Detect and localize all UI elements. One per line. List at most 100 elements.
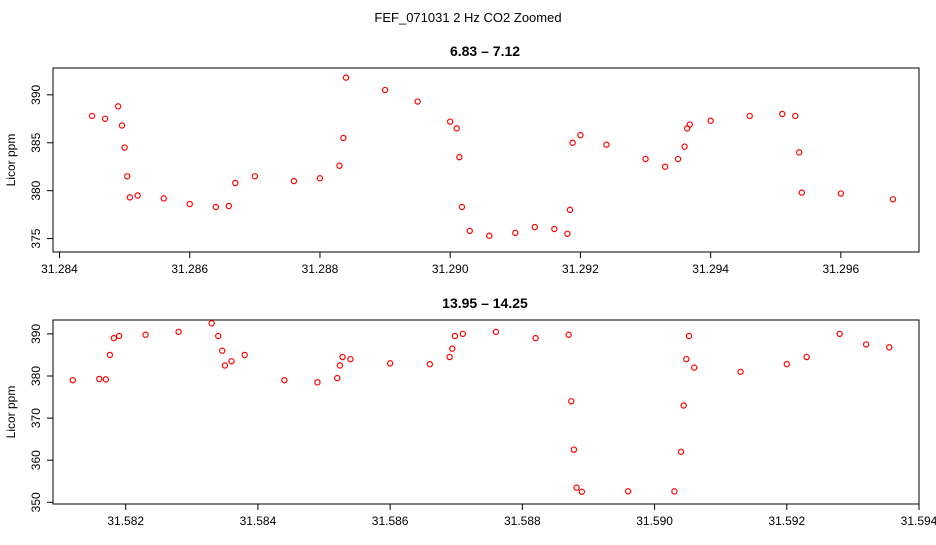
bottom-panel-data-point bbox=[426, 361, 434, 368]
top-panel-data-point bbox=[642, 155, 649, 163]
top-panel-data-point bbox=[569, 139, 576, 146]
top-panel-data-point bbox=[531, 223, 539, 231]
bottom-panel-data-point bbox=[624, 488, 632, 495]
bottom-panel-data-point bbox=[449, 345, 456, 352]
top-panel-y-tick-label: 390 bbox=[29, 85, 43, 105]
top-panel-y-axis-label: Licor ppm bbox=[4, 134, 18, 187]
bottom-panel-y-tick-label: 380 bbox=[29, 366, 43, 386]
bottom-panel-data-point bbox=[578, 488, 586, 495]
top-panel-data-point bbox=[121, 144, 128, 151]
top-panel-x-axis: 31.284 31.286 31.288 31.290 31.292 31.294 31.2… bbox=[41, 251, 860, 276]
bottom-panel-data-point bbox=[683, 355, 690, 363]
bottom-panel-x-tick-label: 31.586 bbox=[372, 514, 409, 528]
bottom-panel-x-tick-label: 31.584 bbox=[240, 514, 277, 528]
bottom-panel-x-tick-label: 31.588 bbox=[504, 514, 541, 528]
bottom-panel-data-point bbox=[106, 351, 114, 359]
top-panel-data-point bbox=[316, 175, 324, 182]
bottom-panel-x-tick-label: 31.582 bbox=[107, 514, 144, 528]
top-panel-data-point bbox=[118, 122, 126, 129]
top-panel-data-point bbox=[681, 143, 688, 150]
top-panel-x-tick-label: 31.288 bbox=[302, 262, 339, 276]
bottom-panel-plot-frame bbox=[52, 319, 920, 505]
bottom-panel-data-point bbox=[677, 448, 685, 455]
bottom-panel-data-point bbox=[386, 360, 394, 367]
top-panel-x-tick-label: 31.294 bbox=[692, 262, 729, 276]
top-panel-data-point bbox=[340, 134, 347, 142]
bottom-panel-data-point bbox=[336, 362, 344, 369]
bottom-panel-data-point bbox=[803, 353, 810, 361]
top-panel-data-point bbox=[160, 195, 167, 202]
top-panel-x-tick-label: 31.290 bbox=[432, 262, 469, 276]
bottom-panel-data-point bbox=[685, 332, 693, 340]
top-panel-x-tick-label: 31.292 bbox=[562, 262, 599, 276]
top-panel-data-point bbox=[126, 194, 134, 201]
top-panel-data-point bbox=[577, 131, 584, 139]
top-panel-data-point bbox=[603, 141, 610, 148]
bottom-panel-x-axis: 31.582 31.584 31.586 31.588 31.590 31.592 31.5… bbox=[107, 503, 936, 528]
top-panel-data-point bbox=[486, 232, 493, 239]
bottom-panel-data-point bbox=[680, 402, 687, 409]
top-panel-data-point bbox=[186, 200, 193, 208]
top-panel-data-point bbox=[779, 110, 786, 118]
top-panel-y-axis: 375 380 385 390 bbox=[29, 85, 54, 249]
top-panel-data-point bbox=[124, 173, 131, 180]
bottom-panel-x-tick-label: 31.594 bbox=[901, 514, 936, 528]
bottom-panel-data-point bbox=[115, 332, 123, 340]
top-panel-data-point bbox=[414, 98, 421, 105]
top-panel-data-point bbox=[837, 190, 845, 197]
bottom-panel-data-point bbox=[737, 368, 744, 375]
bottom-panel-data-point bbox=[783, 361, 790, 368]
top-panel-data-point bbox=[342, 74, 350, 81]
top-panel-data-point bbox=[456, 153, 463, 161]
bottom-panel-data-point bbox=[102, 376, 110, 383]
bottom-panel-data-point bbox=[334, 374, 341, 382]
top-panel-data-point bbox=[674, 155, 682, 163]
bottom-panel-data-point bbox=[339, 353, 346, 361]
top-panel-data-point bbox=[798, 189, 805, 196]
bottom-panel-data-point bbox=[314, 379, 321, 386]
top-panel-data-point bbox=[512, 229, 519, 237]
bottom-panel-y-tick-label: 390 bbox=[29, 324, 43, 344]
top-panel-plot-frame bbox=[52, 67, 920, 253]
top-panel-y-tick-label: 385 bbox=[29, 132, 43, 152]
top-panel-data-point bbox=[101, 115, 109, 122]
bottom-panel-data-point bbox=[96, 375, 103, 383]
bottom-panel-data-point bbox=[565, 331, 572, 338]
bottom-panel-y-tick-label: 360 bbox=[29, 450, 43, 470]
top-panel-data-point bbox=[566, 206, 574, 214]
bottom-panel-data-point bbox=[492, 328, 500, 335]
bottom-panel-data-point bbox=[215, 332, 222, 340]
top-panel-title: 6.83 – 7.12 bbox=[450, 43, 520, 59]
bottom-panel-data-point bbox=[836, 330, 843, 338]
bottom-panel-data-point bbox=[570, 446, 578, 453]
top-panel-points bbox=[88, 74, 897, 239]
top-panel-data-point bbox=[795, 149, 803, 156]
bottom-panel-y-axis: 350 360 370 380 390 bbox=[29, 324, 54, 512]
bottom-panel-x-tick-label: 31.592 bbox=[768, 514, 805, 528]
top-panel-data-point bbox=[225, 202, 233, 210]
bottom-panel-y-tick-label: 350 bbox=[29, 492, 43, 512]
top-panel-data-point bbox=[114, 103, 122, 110]
top-panel-data-point bbox=[564, 230, 571, 237]
top-panel-x-tick-label: 31.286 bbox=[171, 262, 208, 276]
bottom-panel-data-point bbox=[241, 351, 248, 359]
bottom-panel-data-point bbox=[175, 328, 182, 335]
bottom-panel-data-point bbox=[221, 362, 229, 369]
top-panel-y-tick-label: 375 bbox=[29, 228, 43, 248]
top-panel-data-point bbox=[792, 112, 799, 120]
top-panel-data-point bbox=[212, 203, 219, 211]
top-panel-data-point bbox=[232, 179, 239, 187]
bottom-panel-data-point bbox=[347, 355, 354, 363]
bottom-panel-data-point bbox=[281, 377, 288, 384]
bottom-panel-data-point bbox=[886, 344, 893, 351]
top-panel-y-tick-label: 380 bbox=[29, 180, 43, 200]
top-panel-data-point bbox=[686, 121, 694, 128]
bottom-panel-data-point bbox=[110, 334, 118, 342]
bottom-panel-data-point bbox=[142, 331, 149, 338]
top-panel-data-point bbox=[381, 86, 389, 94]
bottom-panel-data-point bbox=[568, 398, 575, 405]
